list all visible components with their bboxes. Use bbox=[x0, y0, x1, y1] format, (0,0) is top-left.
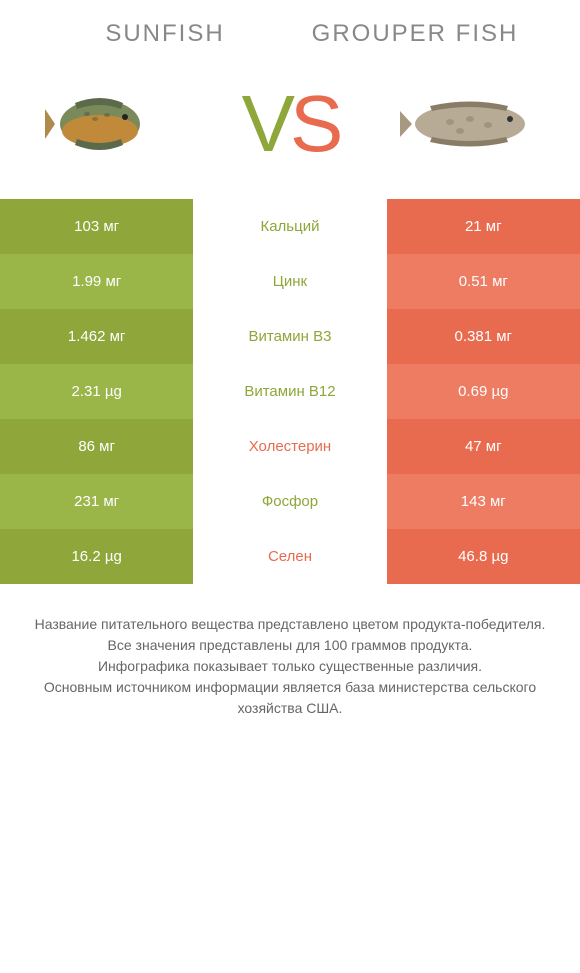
right-product-title: Grouper Fish bbox=[290, 20, 540, 49]
nutrient-name: Цинк bbox=[193, 254, 386, 309]
table-row: 231 мгФосфор143 мг bbox=[0, 474, 580, 529]
nutrient-name: Витамин B3 bbox=[193, 309, 386, 364]
right-value: 46.8 µg bbox=[387, 529, 580, 584]
nutrient-name: Кальций bbox=[193, 199, 386, 254]
right-value: 143 мг bbox=[387, 474, 580, 529]
right-value: 0.381 мг bbox=[387, 309, 580, 364]
nutrient-name: Селен bbox=[193, 529, 386, 584]
sunfish-icon bbox=[30, 79, 180, 169]
table-row: 16.2 µgСелен46.8 µg bbox=[0, 529, 580, 584]
table-row: 86 мгХолестерин47 мг bbox=[0, 419, 580, 474]
left-value: 2.31 µg bbox=[0, 364, 193, 419]
table-row: 1.99 мгЦинк0.51 мг bbox=[0, 254, 580, 309]
illustration-row: VS bbox=[0, 59, 580, 199]
right-value: 21 мг bbox=[387, 199, 580, 254]
left-value: 103 мг bbox=[0, 199, 193, 254]
footer-line-1: Название питательного вещества представл… bbox=[25, 614, 555, 635]
left-value: 1.462 мг bbox=[0, 309, 193, 364]
table-row: 103 мгКальций21 мг bbox=[0, 199, 580, 254]
footer-line-2: Все значения представлены для 100 граммо… bbox=[25, 635, 555, 656]
left-product-title: Sunfish bbox=[40, 20, 290, 49]
right-value: 47 мг bbox=[387, 419, 580, 474]
left-value: 16.2 µg bbox=[0, 529, 193, 584]
left-value: 231 мг bbox=[0, 474, 193, 529]
header: Sunfish Grouper Fish bbox=[0, 0, 580, 59]
left-value: 1.99 мг bbox=[0, 254, 193, 309]
nutrient-name: Фосфор bbox=[193, 474, 386, 529]
comparison-table: 103 мгКальций21 мг1.99 мгЦинк0.51 мг1.46… bbox=[0, 199, 580, 584]
table-row: 1.462 мгВитамин B30.381 мг bbox=[0, 309, 580, 364]
left-value: 86 мг bbox=[0, 419, 193, 474]
right-value: 0.51 мг bbox=[387, 254, 580, 309]
footer-line-3: Инфографика показывает только существенн… bbox=[25, 656, 555, 677]
table-row: 2.31 µgВитамин B120.69 µg bbox=[0, 364, 580, 419]
vs-s: S bbox=[290, 79, 338, 168]
footer-text: Название питательного вещества представл… bbox=[0, 584, 580, 739]
right-value: 0.69 µg bbox=[387, 364, 580, 419]
nutrient-name: Холестерин bbox=[193, 419, 386, 474]
footer-line-4: Основным источником информации является … bbox=[25, 677, 555, 719]
grouper-icon bbox=[400, 79, 550, 169]
nutrient-name: Витамин B12 bbox=[193, 364, 386, 419]
vs-v: V bbox=[242, 79, 290, 168]
vs-label: VS bbox=[242, 84, 339, 164]
